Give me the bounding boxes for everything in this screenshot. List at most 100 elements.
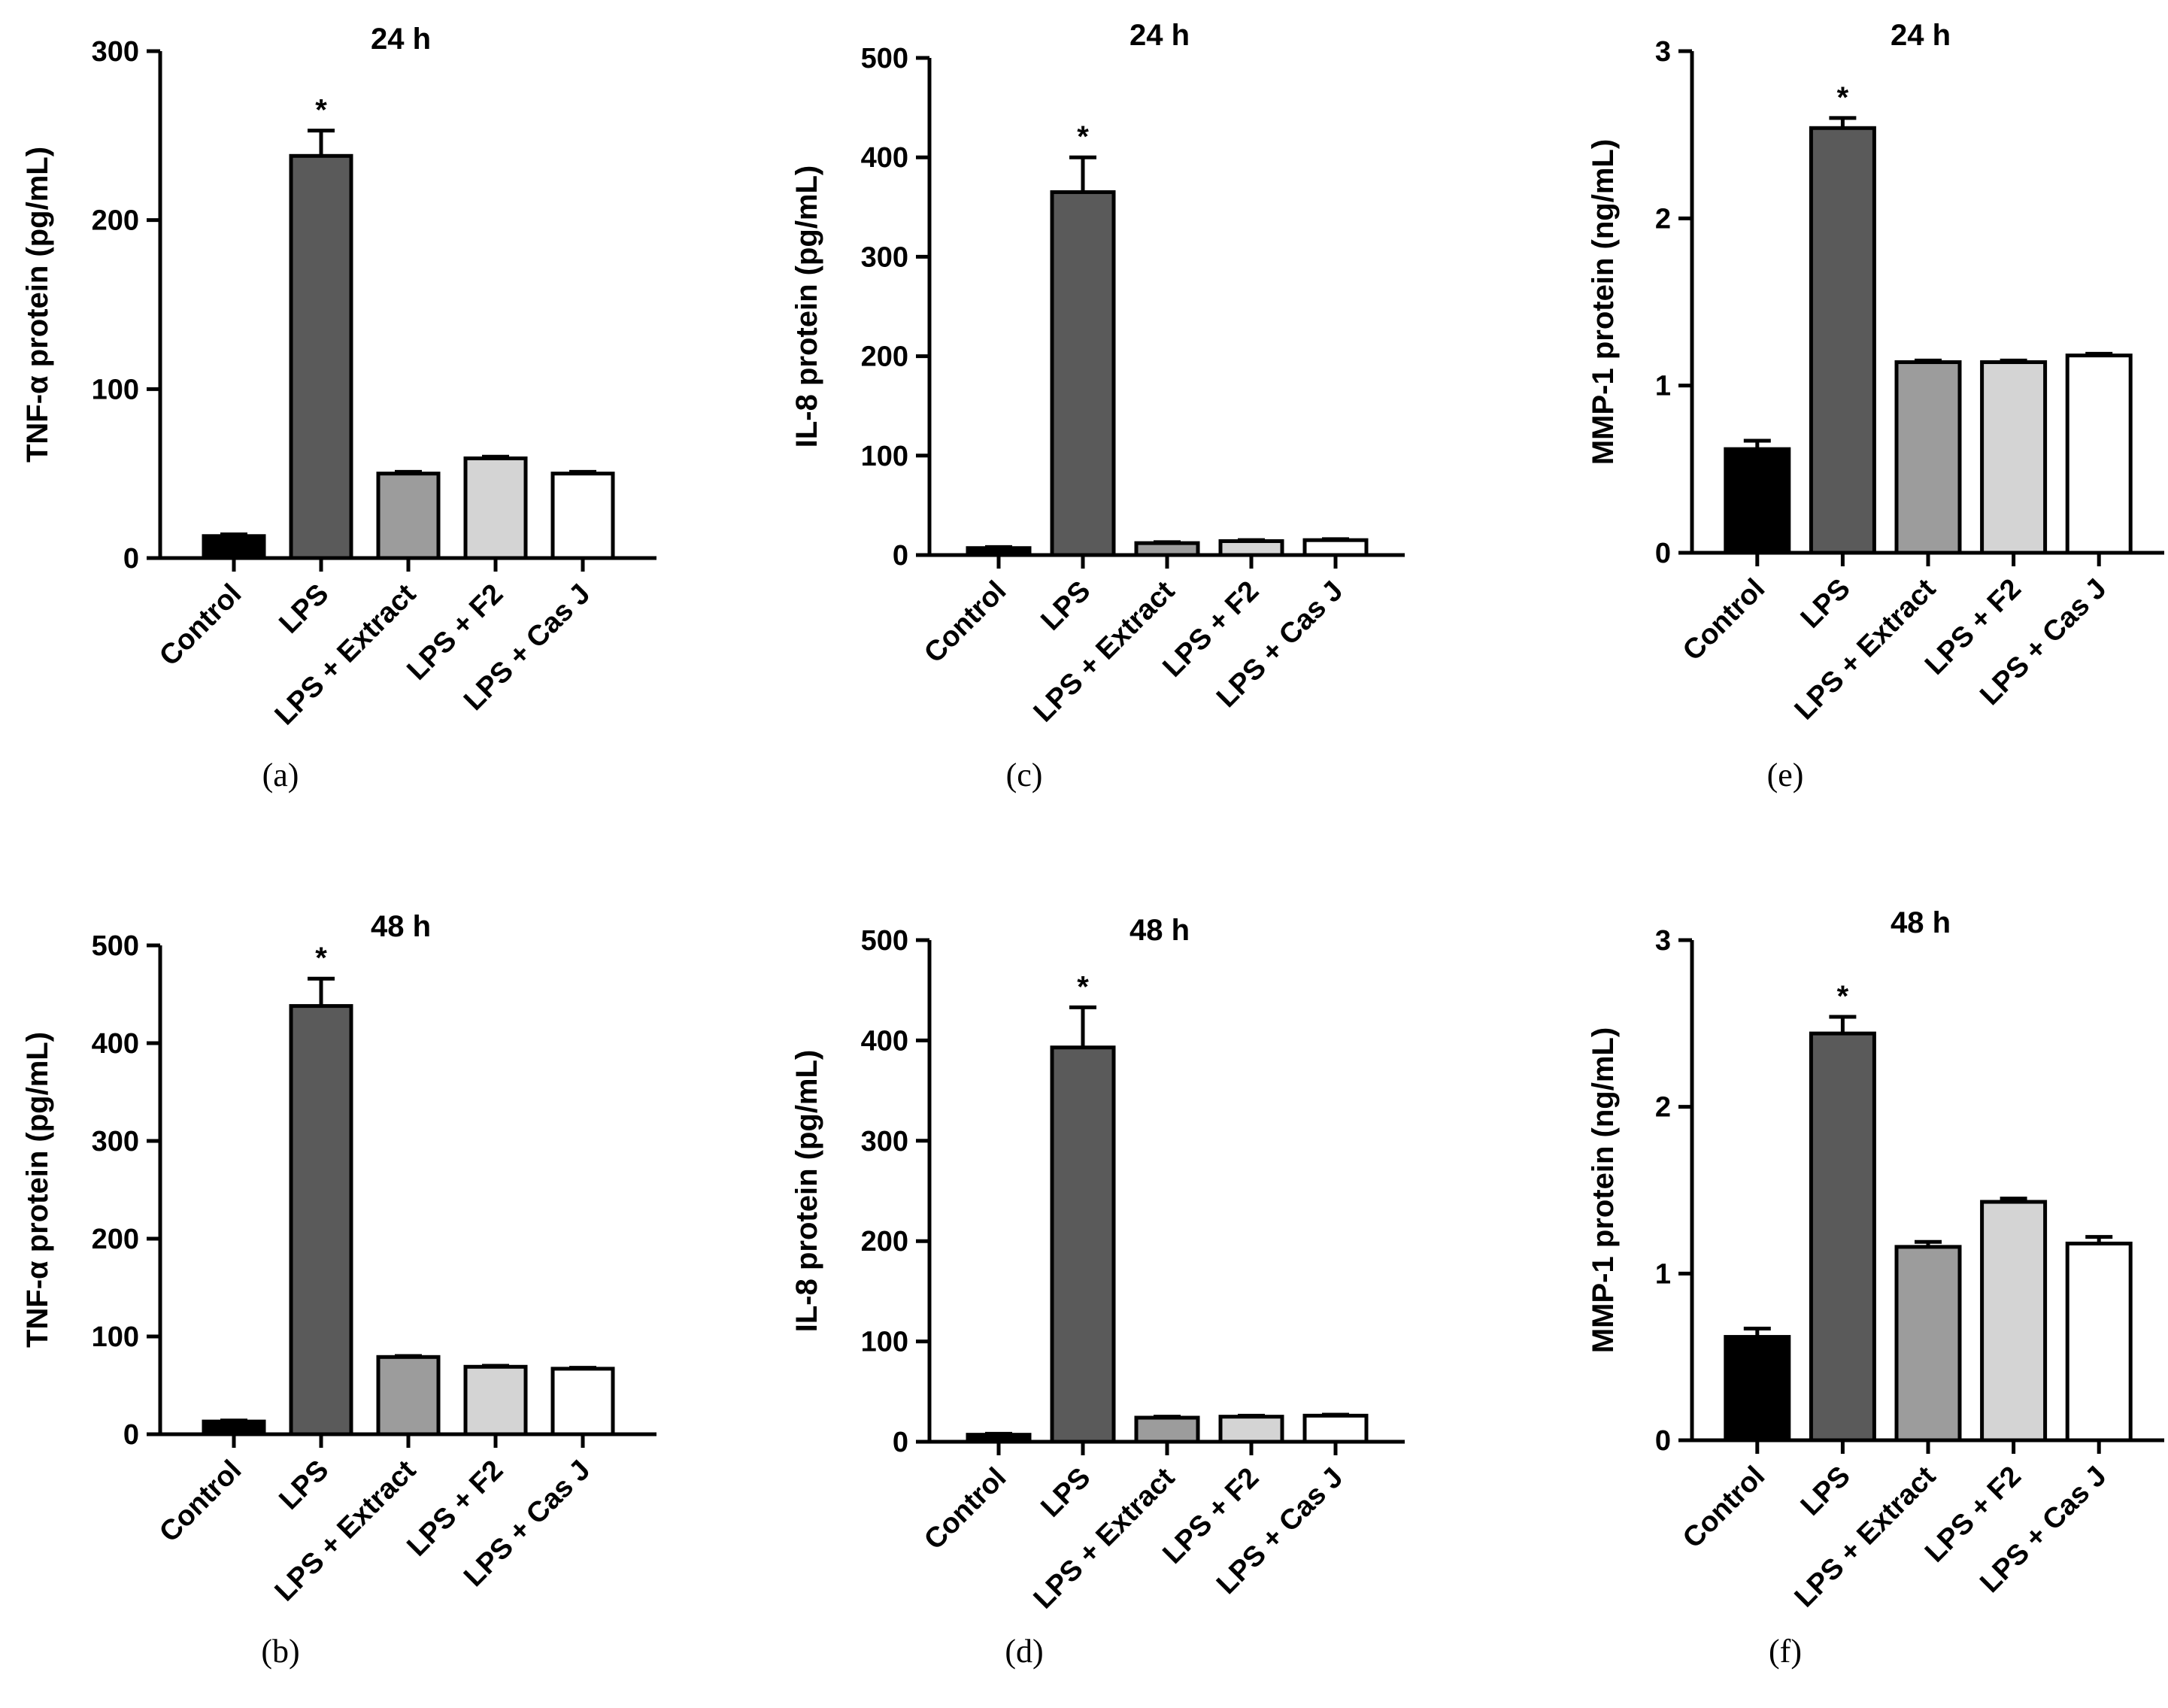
y-tick-label: 3 [1655,925,1671,957]
x-tick-label: Control [918,575,1012,669]
y-tick-label: 100 [861,1327,908,1358]
bar [376,472,441,560]
y-tick-label: 1 [1655,371,1671,402]
y-tick-label: 500 [92,930,139,962]
panel-label: (b) [261,1633,299,1670]
y-axis-label: MMP-1 protein (ng/mL) [1587,139,1620,465]
bar [1724,1335,1791,1443]
y-tick-label: 3 [1655,36,1671,68]
chart-title: 24 h [1129,19,1190,52]
y-tick-label: 2 [1655,1092,1671,1124]
bar [550,1367,615,1436]
significance-marker: * [315,942,327,975]
significance-marker: * [315,94,327,127]
significance-marker: * [1077,970,1089,1003]
panel-label: (f) [1769,1633,1802,1670]
y-axis-label: MMP-1 protein (ng/mL) [1587,1027,1620,1353]
x-tick-label: Control [1677,1461,1771,1555]
y-tick-label: 300 [861,241,908,273]
x-tick-label: Control [1677,573,1771,667]
y-tick-label: 500 [861,925,908,957]
x-tick-label: LPS [1035,575,1096,637]
panel-label: (a) [262,757,299,793]
y-tick-label: 100 [92,374,139,405]
y-tick-label: 0 [1655,1425,1671,1457]
panel-label: (d) [1005,1633,1043,1670]
y-tick-label: 300 [92,36,139,68]
bar [202,1419,266,1436]
bar [966,546,1032,557]
bar [1894,1245,1962,1443]
y-tick-label: 200 [861,1226,908,1257]
x-tick-label: Control [918,1462,1012,1556]
bar [1218,538,1284,557]
y-tick-label: 0 [893,1427,908,1458]
bar [1724,447,1791,555]
bar [202,534,266,560]
bar [1980,360,2048,555]
chart-panel: 0 1 2 3 MMP-1 protein (ng/mL) 48 h Control * LPS… [1587,906,2164,1670]
y-tick-label: 0 [1655,538,1671,569]
significance-marker: * [1837,81,1849,114]
y-tick-label: 2 [1655,203,1671,235]
chart-title: 24 h [371,23,431,56]
y-tick-label: 400 [861,1025,908,1057]
y-tick-label: 200 [861,341,908,373]
y-tick-label: 200 [92,1224,139,1255]
y-tick-label: 400 [92,1028,139,1060]
bar [463,456,528,560]
y-tick-label: 1 [1655,1258,1671,1290]
chart-title: 48 h [1891,906,1951,939]
y-tick-label: 100 [861,441,908,472]
x-tick-label: LPS [1795,573,1857,635]
bar [2065,353,2133,555]
x-tick-label: LPS [1795,1461,1857,1522]
bar [1302,1413,1369,1444]
y-tick-label: 100 [92,1321,139,1353]
bar [966,1433,1032,1444]
x-tick-label: Control [153,1455,247,1549]
bar [289,1004,353,1436]
chart-panel: 0 1 2 3 MMP-1 protein (ng/mL) 24 h Control * LPS… [1587,19,2164,793]
y-tick-label: 0 [123,1419,139,1451]
significance-marker: * [1837,980,1849,1013]
bar [289,153,353,560]
chart-panel: 0 100 200 300 400 500 IL-8 protein (pg/mL) 24 h… [790,19,1405,793]
y-tick-label: 0 [123,543,139,575]
bar [463,1364,528,1436]
y-tick-label: 0 [893,540,908,572]
y-tick-label: 200 [92,205,139,237]
chart-title: 48 h [1129,914,1190,947]
significance-marker: * [1077,120,1089,153]
x-tick-label: LPS [273,578,335,640]
y-axis-label: IL-8 protein (pg/mL) [790,165,823,448]
bar [1302,538,1369,557]
bar [1134,1415,1200,1444]
bar [1809,126,1876,555]
chart-title: 48 h [371,910,431,943]
x-tick-label: Control [153,578,247,672]
y-tick-label: 300 [92,1126,139,1157]
bar [1050,190,1116,557]
panel-label: (c) [1006,757,1043,793]
bar [1980,1200,2048,1443]
y-tick-label: 300 [861,1126,908,1157]
chart-panel: 0 100 200 300 400 500 IL-8 protein (pg/mL) 48 h… [790,914,1405,1670]
x-tick-label: LPS [1035,1462,1096,1524]
bar [2065,1241,2133,1443]
y-axis-label: TNF-α protein (pg/mL) [21,1032,54,1348]
chart-panel: 0 100 200 300 400 500 TNF-α protein (pg/mL) 48 … [21,910,656,1670]
panel-label: (e) [1767,757,1804,793]
bar [1894,360,1962,555]
y-tick-label: 400 [861,142,908,174]
y-axis-label: TNF-α protein (pg/mL) [21,147,54,463]
chart-title: 24 h [1891,19,1951,52]
y-tick-label: 500 [861,43,908,74]
bar [1134,541,1200,557]
bar [550,472,615,560]
bar [376,1355,441,1436]
x-tick-label: LPS [273,1455,335,1516]
chart-panel: 0 100 200 300 TNF-α protein (pg/mL) 24 h Contr… [21,23,656,793]
bar [1218,1415,1284,1444]
